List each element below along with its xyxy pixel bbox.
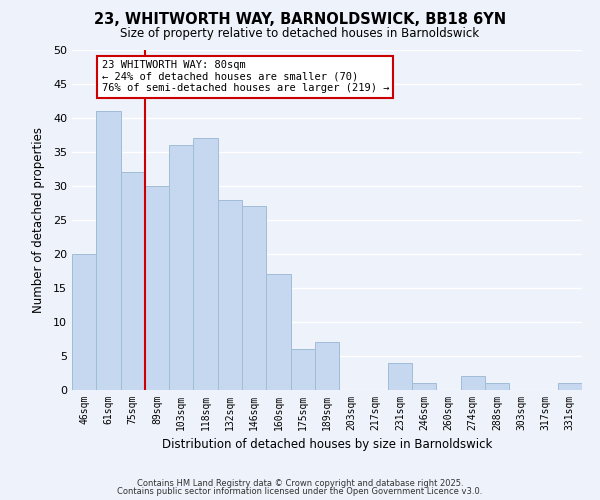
Bar — [169, 145, 193, 390]
Text: Contains HM Land Registry data © Crown copyright and database right 2025.: Contains HM Land Registry data © Crown c… — [137, 478, 463, 488]
Bar — [461, 376, 485, 390]
Bar — [72, 254, 96, 390]
Bar — [121, 172, 145, 390]
Bar — [412, 383, 436, 390]
Bar — [193, 138, 218, 390]
Text: 23, WHITWORTH WAY, BARNOLDSWICK, BB18 6YN: 23, WHITWORTH WAY, BARNOLDSWICK, BB18 6Y… — [94, 12, 506, 28]
Bar — [266, 274, 290, 390]
Bar — [558, 383, 582, 390]
Bar — [218, 200, 242, 390]
Bar — [388, 363, 412, 390]
X-axis label: Distribution of detached houses by size in Barnoldswick: Distribution of detached houses by size … — [162, 438, 492, 452]
Text: 23 WHITWORTH WAY: 80sqm
← 24% of detached houses are smaller (70)
76% of semi-de: 23 WHITWORTH WAY: 80sqm ← 24% of detache… — [101, 60, 389, 94]
Text: Contains public sector information licensed under the Open Government Licence v3: Contains public sector information licen… — [118, 487, 482, 496]
Y-axis label: Number of detached properties: Number of detached properties — [32, 127, 44, 313]
Text: Size of property relative to detached houses in Barnoldswick: Size of property relative to detached ho… — [121, 28, 479, 40]
Bar — [96, 111, 121, 390]
Bar — [315, 342, 339, 390]
Bar — [242, 206, 266, 390]
Bar — [290, 349, 315, 390]
Bar — [145, 186, 169, 390]
Bar — [485, 383, 509, 390]
